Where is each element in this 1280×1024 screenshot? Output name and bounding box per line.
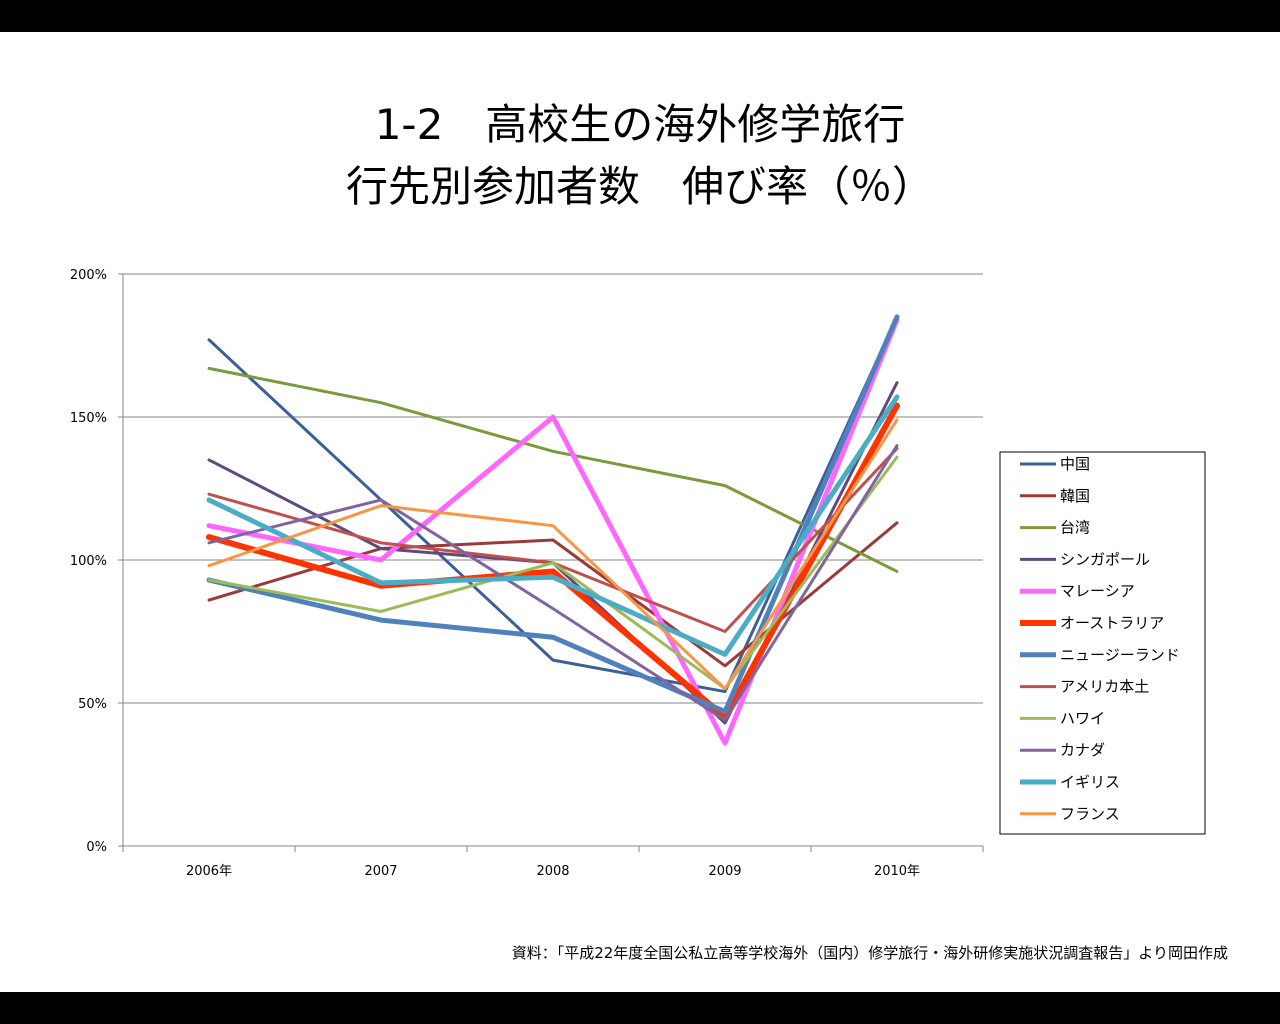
y-tick-label: 0% <box>86 840 107 855</box>
x-tick-label: 2006年 <box>186 864 232 879</box>
legend-box <box>999 451 1206 835</box>
legend-label: イギリス <box>1060 773 1120 791</box>
x-tick-label: 2007 <box>364 864 397 879</box>
line-chart: 0%50%100%150%200%2006年 2007 2008 2009 2010年 … <box>70 268 1206 879</box>
legend-label: 韓国 <box>1060 487 1090 505</box>
series-line <box>207 418 899 691</box>
legend-label: カナダ <box>1060 741 1105 759</box>
legend-label: 台湾 <box>1060 519 1090 537</box>
slide: 1-2 高校生の海外修学旅行 行先別参加者数 伸び率（％） 0% 50% 100% 1… <box>0 32 1280 992</box>
series-line <box>206 317 900 746</box>
chart-legend: 中国韓国台湾シンガポールマレーシアオーストラリアニュージーランドアメリカ本土ハワ… <box>999 451 1206 835</box>
legend-label: シンガポール <box>1060 550 1150 568</box>
series-line <box>207 444 899 722</box>
y-tick-label: 200% <box>70 268 107 283</box>
x-tick-label: 2009 <box>708 864 741 879</box>
title-line-1: 1-2 高校生の海外修学旅行 <box>374 100 906 149</box>
y-tick-label: 150% <box>70 411 107 426</box>
title-line-2: 行先別参加者数 伸び率（％） <box>345 162 934 211</box>
series-line <box>207 366 899 573</box>
series-line <box>206 314 900 715</box>
legend-label: 中国 <box>1060 455 1090 473</box>
x-tick-label: 2008 <box>536 864 569 879</box>
chart-axes: 0% 50% 100% 150% 200% 2006年 2007 2008 2009 2010年 <box>70 268 984 879</box>
legend-label: ハワイ <box>1060 709 1105 727</box>
series-line <box>206 394 900 657</box>
y-tick-label: 50% <box>78 697 107 712</box>
y-tick-label: 100% <box>70 554 107 569</box>
legend-label: マレーシア <box>1060 582 1135 600</box>
x-tick-label: 2010年 <box>874 864 920 879</box>
legend-label: オーストラリア <box>1060 614 1164 632</box>
legend-label: ニュージーランド <box>1060 646 1180 664</box>
chart-series <box>206 314 900 746</box>
legend-label: フランス <box>1060 805 1120 823</box>
legend-label: アメリカ本土 <box>1060 678 1149 696</box>
source-note: 資料：「平成22年度全国公私立高等学校海外（国内）修学旅行・海外研修実施状況調査… <box>511 944 1228 962</box>
slide-title: 1-2 高校生の海外修学旅行 行先別参加者数 伸び率（％） <box>0 94 1280 218</box>
series-line <box>207 455 899 691</box>
